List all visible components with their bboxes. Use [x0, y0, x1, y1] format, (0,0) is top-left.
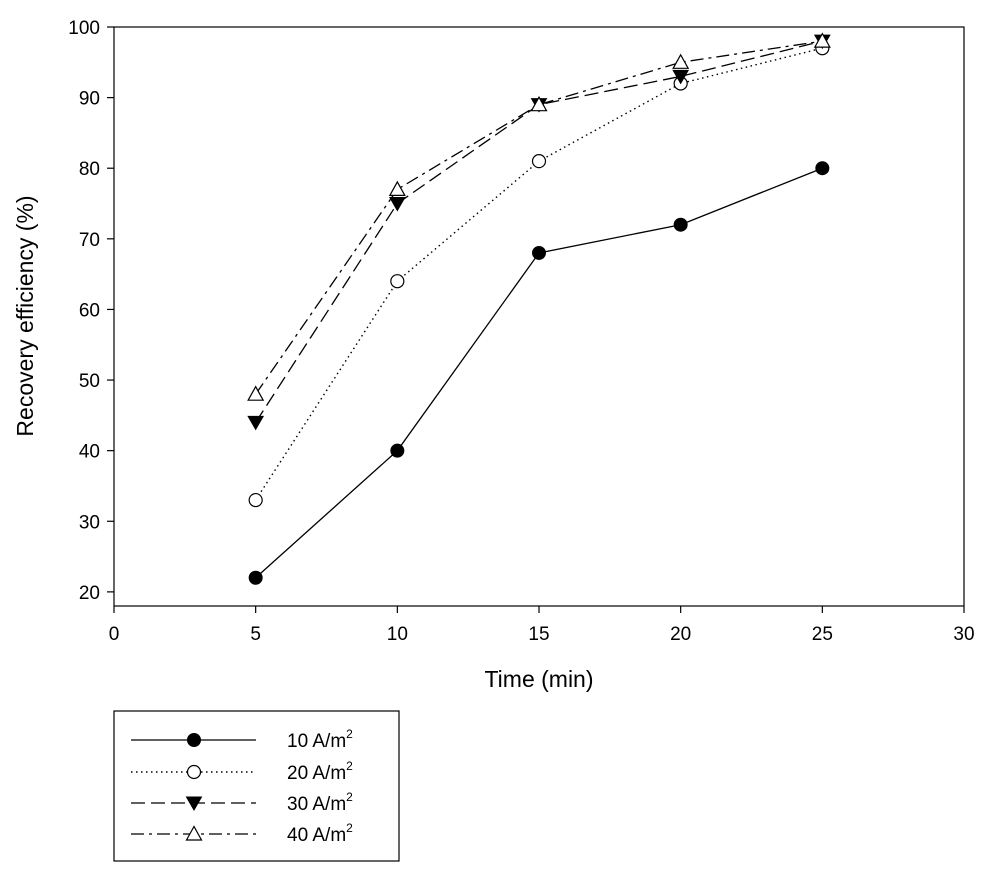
x-tick-label: 15	[528, 624, 549, 645]
y-axis: 20 30 40 50 60 70 80 90 100	[68, 18, 114, 604]
data-point	[247, 415, 265, 431]
y-tick-label: 60	[79, 300, 100, 321]
y-tick-label: 100	[68, 18, 100, 39]
data-point	[531, 154, 547, 169]
y-tick-label: 30	[79, 512, 100, 533]
y-tick-label: 70	[79, 230, 100, 251]
data-point	[248, 570, 263, 585]
legend-item: 40 A/m2	[131, 821, 353, 846]
x-tick-label: 10	[387, 624, 408, 645]
legend-item: 20 A/m2	[131, 759, 353, 784]
x-axis-title: Time (min)	[484, 666, 593, 692]
y-tick-label: 90	[79, 89, 100, 110]
legend-item: 10 A/m2	[131, 727, 353, 752]
x-tick-label: 30	[953, 624, 974, 645]
data-point	[530, 95, 548, 112]
legend-box	[113, 710, 400, 862]
x-tick-label: 0	[109, 624, 120, 645]
data-point	[672, 53, 690, 69]
data-point	[247, 385, 265, 401]
data-point	[672, 69, 690, 85]
y-tick-label: 40	[79, 442, 100, 463]
x-axis: 0 5 10 15 20 25 30	[109, 606, 975, 645]
series-3	[247, 34, 831, 431]
legend-label: 20 A/m2	[287, 759, 353, 784]
data-point	[532, 245, 546, 260]
data-point	[390, 443, 405, 458]
legend-item: 30 A/m2	[131, 790, 353, 815]
y-tick-label: 80	[79, 159, 100, 180]
y-axis-title: Recovery efficiency (%)	[12, 195, 38, 436]
series-4	[247, 32, 831, 401]
x-tick-label: 25	[812, 624, 833, 645]
y-tick-label: 20	[79, 583, 100, 604]
legend-label: 10 A/m2	[287, 727, 353, 752]
data-point	[390, 274, 405, 289]
legend-marker	[185, 825, 203, 841]
data-point	[813, 32, 831, 48]
legend-marker	[187, 733, 201, 747]
series-1	[248, 161, 830, 585]
legend-marker	[185, 796, 203, 812]
legend-marker	[186, 764, 202, 780]
plot-frame	[113, 26, 965, 607]
series-layer	[247, 32, 831, 585]
data-point	[248, 492, 263, 508]
x-tick-label: 5	[250, 624, 261, 645]
series-line	[255, 40, 823, 395]
legend-label: 40 A/m2	[287, 821, 353, 846]
y-tick-label: 50	[79, 371, 100, 392]
legend: 10 A/m2 20 A/m2 30 A/m2 40 A/m2	[113, 710, 400, 862]
series-line	[255, 47, 823, 501]
series-line	[255, 167, 823, 579]
data-point	[815, 161, 830, 176]
legend-label: 30 A/m2	[287, 790, 353, 815]
data-point	[673, 217, 688, 232]
data-point	[388, 180, 406, 197]
data-point	[388, 197, 406, 212]
x-tick-label: 20	[670, 624, 691, 645]
